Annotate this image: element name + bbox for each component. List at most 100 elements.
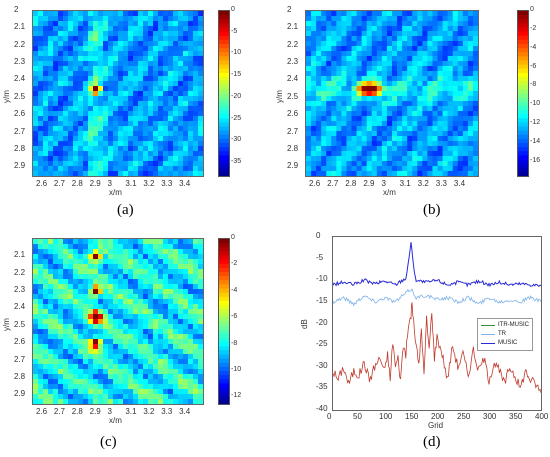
heatmap-cell bbox=[68, 379, 74, 385]
heatmap-cell bbox=[68, 344, 74, 350]
heatmap-cell bbox=[452, 111, 459, 117]
heatmap-cell bbox=[311, 96, 317, 102]
heatmap-cell bbox=[306, 16, 312, 22]
heatmap-cell bbox=[158, 254, 164, 260]
heatmap-cell bbox=[133, 394, 139, 400]
heatmap-cell bbox=[103, 304, 109, 310]
heatmap-cell bbox=[311, 61, 317, 67]
heatmap-cell bbox=[133, 309, 139, 315]
heatmap-cell bbox=[311, 66, 317, 72]
heatmap-cell bbox=[73, 334, 79, 340]
colorbar-segment bbox=[219, 243, 229, 248]
heatmap-cell bbox=[108, 399, 114, 404]
heatmap-cell bbox=[386, 16, 393, 22]
heatmap-cell bbox=[163, 146, 169, 152]
heatmap-cell bbox=[123, 324, 129, 330]
heatmap-cell bbox=[183, 121, 189, 127]
colorbar-segment bbox=[219, 325, 229, 331]
heatmap-cell bbox=[402, 146, 408, 152]
heatmap-cell bbox=[168, 31, 174, 37]
heatmap-cell bbox=[457, 106, 464, 112]
heatmap-cell bbox=[138, 121, 144, 127]
heatmap-cell bbox=[407, 81, 413, 87]
colorbar-segment bbox=[219, 68, 229, 74]
heatmap-cell bbox=[457, 121, 464, 127]
heatmap-cell bbox=[381, 146, 388, 152]
heatmap-cell bbox=[143, 101, 149, 107]
heatmap-cell bbox=[188, 384, 194, 390]
x-tick-label: 3.2 bbox=[143, 407, 155, 416]
heatmap-cell bbox=[143, 299, 149, 305]
heatmap-cell bbox=[138, 294, 144, 300]
heatmap-cell bbox=[168, 239, 174, 245]
heatmap-cell bbox=[158, 41, 164, 47]
heatmap-cell bbox=[108, 264, 114, 270]
heatmap-cell bbox=[366, 141, 373, 147]
heatmap-cell bbox=[38, 61, 44, 67]
heatmap-cell bbox=[63, 156, 69, 162]
heatmap-cell bbox=[193, 121, 199, 127]
heatmap-cell bbox=[98, 394, 104, 400]
heatmap-cell bbox=[452, 21, 459, 27]
heatmap-cell bbox=[33, 41, 39, 47]
heatmap-cell bbox=[68, 299, 74, 305]
heatmap-cell bbox=[193, 289, 199, 295]
colorbar-segment bbox=[219, 72, 229, 78]
heatmap-cell bbox=[133, 294, 139, 300]
colorbar-segment bbox=[219, 305, 229, 310]
heatmap-cell bbox=[73, 16, 79, 22]
heatmap-cell bbox=[118, 369, 124, 375]
heatmap-cell bbox=[98, 249, 104, 255]
heatmap-cell bbox=[452, 61, 459, 67]
y-tick-label: -20 bbox=[316, 317, 328, 327]
heatmap-cell bbox=[118, 41, 124, 47]
heatmap-cell bbox=[447, 11, 454, 17]
heatmap-cell bbox=[351, 51, 358, 57]
heatmap-cell bbox=[366, 151, 373, 157]
heatmap-cell bbox=[93, 91, 99, 97]
heatmap-cell bbox=[163, 136, 169, 142]
heatmap-cell bbox=[422, 71, 429, 77]
heatmap-cell bbox=[442, 16, 449, 22]
heatmap-cell bbox=[43, 259, 49, 265]
heatmap-cell bbox=[93, 374, 99, 380]
heatmap-cell bbox=[341, 11, 348, 17]
colorbar-segment bbox=[219, 56, 229, 62]
heatmap-cell bbox=[143, 289, 149, 295]
heatmap-cell bbox=[193, 399, 199, 404]
heatmap-cell bbox=[163, 284, 169, 290]
heatmap-cell bbox=[188, 289, 194, 295]
heatmap-cell bbox=[143, 16, 149, 22]
heatmap-cell bbox=[73, 374, 79, 380]
heatmap-cell bbox=[178, 151, 184, 157]
heatmap-cell bbox=[93, 244, 99, 250]
heatmap-cell bbox=[198, 141, 203, 147]
heatmap-cell bbox=[392, 131, 398, 137]
heatmap-cell bbox=[53, 384, 59, 390]
heatmap-cell bbox=[366, 46, 373, 52]
heatmap-cell bbox=[43, 41, 49, 47]
heatmap-cell bbox=[93, 364, 99, 370]
heatmap-cell bbox=[148, 279, 154, 285]
heatmap-cell bbox=[427, 71, 434, 77]
heatmap-cell bbox=[193, 26, 199, 32]
heatmap-cell bbox=[173, 51, 179, 57]
heatmap-cell bbox=[68, 384, 74, 390]
heatmap-cell bbox=[351, 126, 358, 132]
heatmap-cell bbox=[103, 279, 109, 285]
heatmap-cell bbox=[173, 91, 179, 97]
heatmap-cell bbox=[331, 96, 337, 102]
heatmap-cell bbox=[93, 146, 99, 152]
heatmap-cell bbox=[123, 264, 129, 270]
heatmap-cell bbox=[33, 399, 39, 404]
y-tick-label: -10 bbox=[316, 274, 328, 284]
heatmap-cell bbox=[78, 146, 84, 152]
heatmap-cell bbox=[103, 76, 109, 82]
heatmap-cell bbox=[173, 274, 179, 280]
heatmap-cell bbox=[427, 76, 434, 82]
x-axis-label: x/m bbox=[109, 188, 122, 197]
heatmap-cell bbox=[123, 51, 129, 57]
heatmap-cell bbox=[336, 56, 343, 62]
heatmap-cell bbox=[316, 71, 322, 77]
heatmap-cell bbox=[133, 304, 139, 310]
